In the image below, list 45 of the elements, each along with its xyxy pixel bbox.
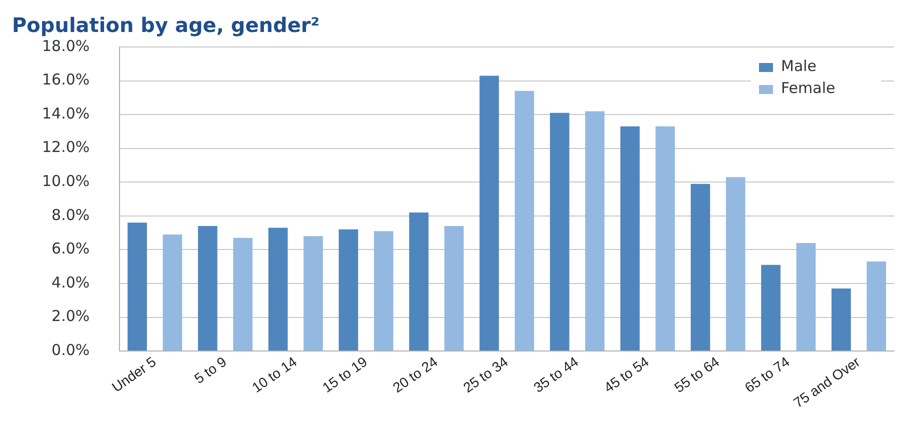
legend-label: Female: [781, 78, 836, 97]
bar: [198, 226, 218, 351]
bar: [832, 288, 851, 351]
bar: [233, 238, 253, 351]
x-tick-label: 25 to 34: [460, 353, 511, 396]
bar: [514, 90, 534, 351]
x-tick-label: 10 to 14: [248, 353, 300, 396]
y-tick-label: 8.0%: [52, 206, 90, 224]
y-tick-label: 10.0%: [42, 172, 90, 190]
bar: [866, 262, 886, 351]
bar: [128, 222, 147, 351]
x-tick-label: 65 to 74: [742, 353, 793, 396]
bar: [374, 231, 394, 351]
bar: [162, 234, 182, 351]
x-tick-label: 45 to 54: [600, 353, 652, 396]
x-tick-label: 55 to 64: [671, 353, 722, 396]
chart-title: Population by age, gender²: [12, 13, 320, 38]
bar: [585, 111, 604, 351]
y-tick-label: 14.0%: [42, 104, 90, 122]
y-tick-label: 12.0%: [42, 138, 90, 156]
bar: [690, 184, 710, 351]
y-tick-label: 16.0%: [42, 70, 90, 89]
bar: [656, 126, 675, 351]
x-tick-label: 15 to 19: [319, 353, 370, 396]
bar: [338, 229, 358, 351]
y-tick-label: 0.0%: [52, 340, 90, 359]
bar: [409, 212, 429, 351]
bar: [550, 112, 570, 351]
x-tick-label: 5 to 9: [191, 353, 230, 387]
y-tick-label: 18.0%: [42, 36, 90, 55]
x-tick-label: 75 and Over: [790, 353, 863, 411]
bar: [761, 264, 780, 351]
bar: [480, 76, 499, 351]
x-tick-label: 20 to 24: [390, 353, 441, 396]
bar: [796, 242, 816, 351]
y-tick-label: 6.0%: [52, 240, 90, 258]
y-tick-label: 4.0%: [52, 273, 90, 292]
y-tick-label: 2.0%: [52, 307, 90, 326]
x-tick-label: 35 to 44: [530, 353, 582, 396]
bar: [726, 177, 746, 351]
bar: [444, 226, 464, 351]
legend-label: Male: [781, 56, 817, 75]
bar: [304, 236, 323, 351]
bar: [620, 126, 640, 351]
bar: [268, 228, 288, 351]
